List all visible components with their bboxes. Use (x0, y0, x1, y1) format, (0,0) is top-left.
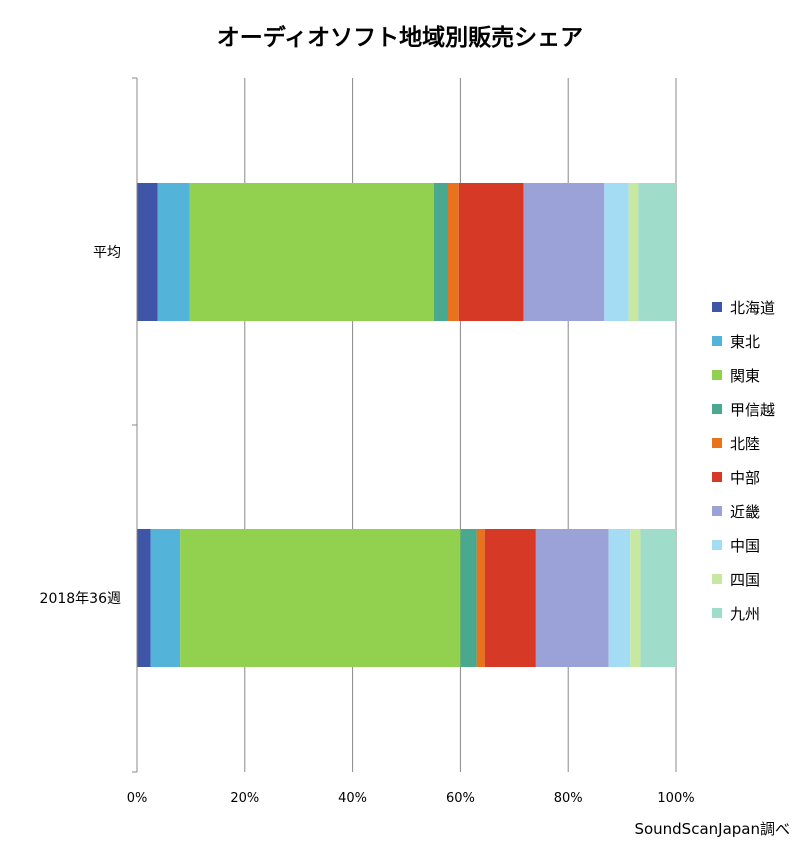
bar-segments (137, 183, 676, 667)
legend-item: 九州 (712, 596, 775, 630)
legend-item: 中国 (712, 528, 775, 562)
x-tick-label: 0% (127, 791, 148, 806)
legend-swatch (712, 574, 722, 584)
legend-swatch (712, 438, 722, 448)
bar-segment (484, 529, 536, 667)
category-axis (132, 77, 138, 773)
x-tick-label: 60% (446, 791, 475, 806)
bar-segment (157, 183, 190, 321)
bar-segment (137, 183, 158, 321)
legend-item: 近畿 (712, 494, 775, 528)
category-label: 平均 (93, 245, 121, 261)
legend-swatch (712, 472, 722, 482)
bar-segment (150, 529, 181, 667)
x-tick-label: 40% (338, 791, 367, 806)
bar-segment (476, 529, 485, 667)
legend-label: 中国 (730, 536, 761, 555)
legend-item: 甲信越 (712, 392, 775, 426)
bar-segment (460, 529, 477, 667)
bar-segment (448, 183, 459, 321)
legend-label: 中部 (730, 468, 761, 487)
x-tick-label: 20% (230, 791, 259, 806)
legend-item: 中部 (712, 460, 775, 494)
legend-swatch (712, 336, 722, 346)
bar-segment (433, 183, 449, 321)
category-labels: 平均 2018年36週 (40, 245, 121, 607)
bar-segment (180, 529, 461, 667)
legend-label: 関東 (730, 366, 761, 385)
legend-item: 関東 (712, 358, 775, 392)
legend-swatch (712, 540, 722, 550)
source-note: SoundScanJapan調べ (634, 820, 790, 838)
legend-swatch (712, 506, 722, 516)
bar-segment (630, 529, 641, 667)
bar-segment (523, 183, 605, 321)
x-tick-label: 80% (554, 791, 583, 806)
x-tick-label: 100% (657, 791, 694, 806)
gridlines (136, 78, 677, 772)
bar-segment (640, 529, 676, 667)
legend-label: 北陸 (730, 434, 761, 453)
legend-label: 甲信越 (730, 400, 776, 419)
legend-item: 四国 (712, 562, 775, 596)
x-axis-tick-labels: 0% 20% 40% 60% 80% 100% (127, 791, 695, 806)
legend-item: 北海道 (712, 290, 775, 324)
bar-segment (608, 529, 631, 667)
bar-segment (628, 183, 639, 321)
legend-label: 北海道 (730, 298, 776, 317)
bar-segment (604, 183, 629, 321)
legend-label: 九州 (730, 604, 761, 623)
legend-item: 北陸 (712, 426, 775, 460)
legend-label: 四国 (730, 570, 761, 589)
bar-segment (638, 183, 676, 321)
legend-swatch (712, 608, 722, 618)
bar-segment (137, 529, 151, 667)
legend-label: 東北 (730, 332, 761, 351)
category-label: 2018年36週 (40, 591, 121, 607)
chart-title: オーディオソフト地域別販売シェア (216, 25, 584, 51)
bar-segment (189, 183, 434, 321)
legend-swatch (712, 302, 722, 312)
legend-swatch (712, 404, 722, 414)
bar-segment (458, 183, 524, 321)
legend: 北海道東北関東甲信越北陸中部近畿中国四国九州 (712, 290, 775, 630)
legend-swatch (712, 370, 722, 380)
legend-item: 東北 (712, 324, 775, 358)
bar-segment (535, 529, 609, 667)
legend-label: 近畿 (730, 502, 761, 521)
